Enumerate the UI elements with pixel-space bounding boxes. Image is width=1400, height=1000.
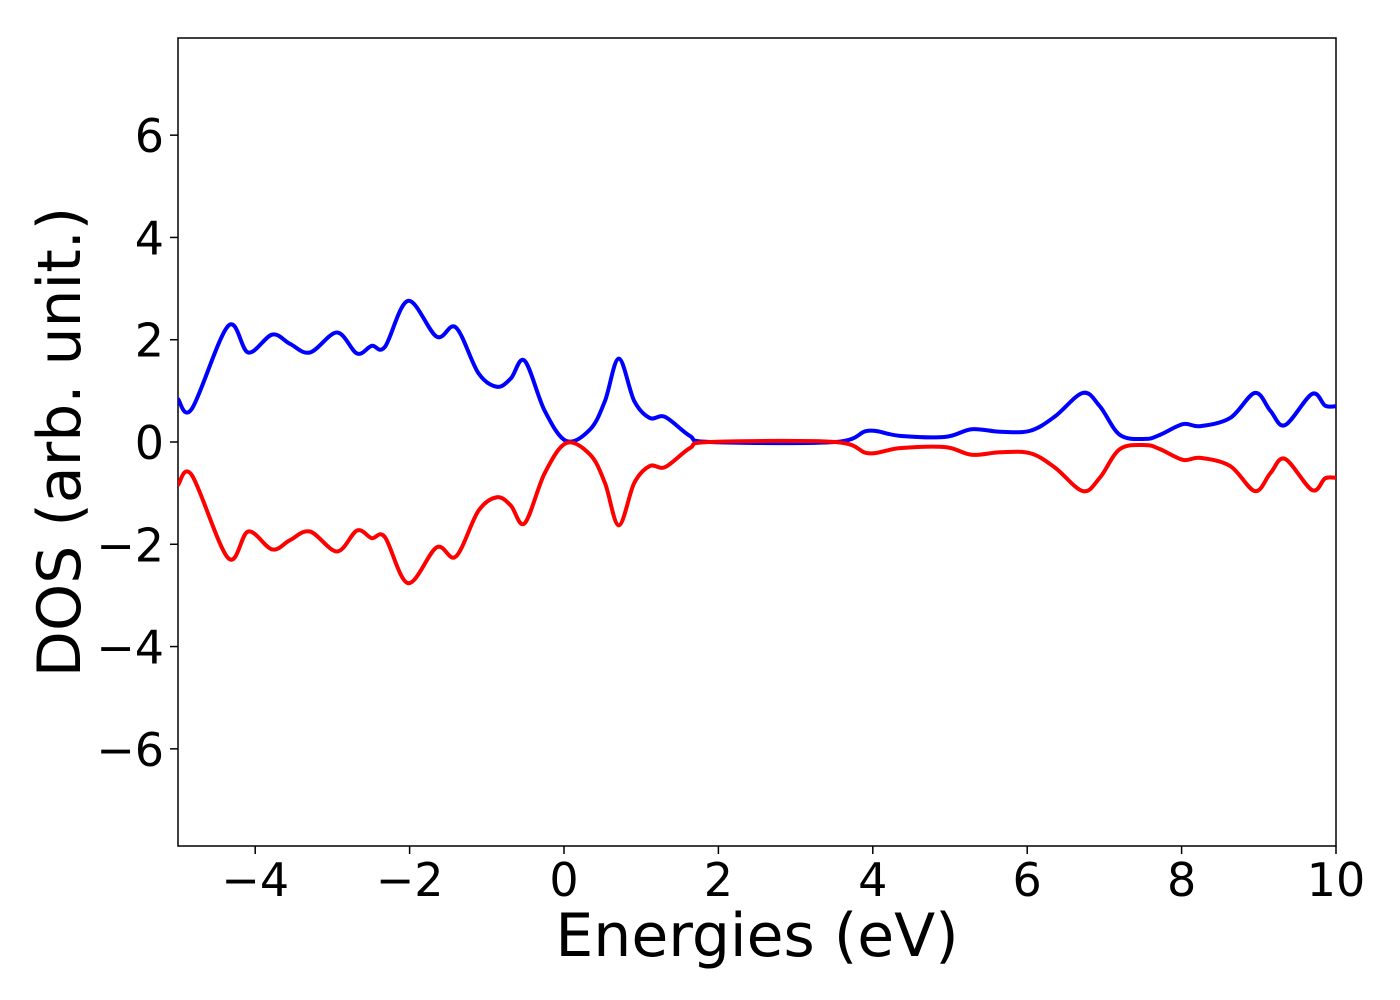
x-tick-label: −4 <box>221 853 289 907</box>
y-tick-label: 4 <box>135 211 164 265</box>
y-tick-label: 6 <box>135 109 164 163</box>
series-line <box>178 438 1336 586</box>
series-line <box>178 298 1336 446</box>
y-tick-label: −2 <box>96 518 164 572</box>
x-tick-label: 4 <box>858 853 887 907</box>
y-tick-label: 2 <box>135 314 164 368</box>
x-tick-label: 8 <box>1167 853 1196 907</box>
y-tick-label: 0 <box>135 416 164 470</box>
y-tick-label: −6 <box>96 723 164 777</box>
y-tick-label: −4 <box>96 621 164 675</box>
x-tick-label: 10 <box>1307 853 1366 907</box>
x-tick-label: 0 <box>549 853 578 907</box>
x-tick-label: 2 <box>704 853 733 907</box>
x-tick-label: −2 <box>376 853 444 907</box>
y-axis-label: DOS (arb. unit.) <box>25 207 95 677</box>
x-axis-label: Energies (eV) <box>555 901 958 971</box>
x-tick-label: 6 <box>1013 853 1042 907</box>
